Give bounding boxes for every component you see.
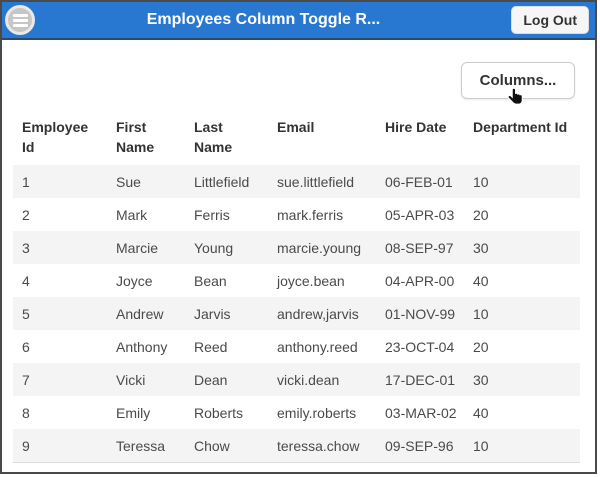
table-cell: 01-NOV-99	[376, 297, 464, 330]
table-cell: 5	[13, 297, 107, 330]
table-cell: Reed	[185, 330, 268, 363]
table-cell: Chow	[185, 429, 268, 463]
table-cell: vicki.dean	[268, 363, 376, 396]
table-row: 8EmilyRobertsemily.roberts03-MAR-0240	[13, 396, 580, 429]
table-cell: Sue	[107, 165, 185, 198]
table-cell: Vicki	[107, 363, 185, 396]
table-cell: 17-DEC-01	[376, 363, 464, 396]
table-cell: 30	[464, 231, 580, 264]
table-cell: Dean	[185, 363, 268, 396]
table-cell: sue.littlefield	[268, 165, 376, 198]
table-cell: Littlefield	[185, 165, 268, 198]
app-header: Employees Column Toggle R... Log Out	[2, 2, 595, 40]
table-cell: 3	[13, 231, 107, 264]
table-cell: Roberts	[185, 396, 268, 429]
table-header-row: Employee IdFirst NameLast NameEmailHire …	[13, 111, 580, 165]
table-cell: 23-OCT-04	[376, 330, 464, 363]
logout-button[interactable]: Log Out	[511, 6, 589, 34]
column-header: Hire Date	[376, 111, 464, 165]
table-cell: 40	[464, 264, 580, 297]
table-cell: 9	[13, 429, 107, 463]
table-row: 3MarcieYoungmarcie.young08-SEP-9730	[13, 231, 580, 264]
table-cell: anthony.reed	[268, 330, 376, 363]
table-cell: Anthony	[107, 330, 185, 363]
table-row: 5AndrewJarvisandrew,jarvis01-NOV-9910	[13, 297, 580, 330]
table-cell: 6	[13, 330, 107, 363]
table-cell: teressa.chow	[268, 429, 376, 463]
table-row: 4JoyceBeanjoyce.bean04-APR-0040	[13, 264, 580, 297]
table-cell: Ferris	[185, 198, 268, 231]
table-cell: 03-MAR-02	[376, 396, 464, 429]
table-cell: 40	[464, 396, 580, 429]
table-cell: 08-SEP-97	[376, 231, 464, 264]
table-cell: Jarvis	[185, 297, 268, 330]
employees-table: Employee IdFirst NameLast NameEmailHire …	[13, 111, 580, 463]
page-title: Employees Column Toggle R...	[2, 2, 525, 38]
table-cell: 1	[13, 165, 107, 198]
table-cell: Andrew	[107, 297, 185, 330]
table-cell: 7	[13, 363, 107, 396]
table-cell: 10	[464, 297, 580, 330]
table-cell: emily.roberts	[268, 396, 376, 429]
table-cell: 30	[464, 363, 580, 396]
table-cell: Emily	[107, 396, 185, 429]
table-cell: Joyce	[107, 264, 185, 297]
table-cell: 8	[13, 396, 107, 429]
table-cell: andrew,jarvis	[268, 297, 376, 330]
table-cell: 2	[13, 198, 107, 231]
table-cell: 20	[464, 330, 580, 363]
table-row: 6AnthonyReedanthony.reed23-OCT-0420	[13, 330, 580, 363]
table-cell: Mark	[107, 198, 185, 231]
table-cell: 09-SEP-96	[376, 429, 464, 463]
table-cell: 05-APR-03	[376, 198, 464, 231]
table-body: 1SueLittlefieldsue.littlefield06-FEB-011…	[13, 165, 580, 463]
column-header: Email	[268, 111, 376, 165]
table-cell: 04-APR-00	[376, 264, 464, 297]
columns-button[interactable]: Columns...	[461, 62, 575, 99]
table-row: 1SueLittlefieldsue.littlefield06-FEB-011…	[13, 165, 580, 198]
table-row: 7VickiDeanvicki.dean17-DEC-0130	[13, 363, 580, 396]
table-row: 9TeressaChowteressa.chow09-SEP-9610	[13, 429, 580, 463]
table-cell: 20	[464, 198, 580, 231]
table-cell: 4	[13, 264, 107, 297]
table-row: 2MarkFerrismark.ferris05-APR-0320	[13, 198, 580, 231]
table-cell: mark.ferris	[268, 198, 376, 231]
table-cell: 10	[464, 429, 580, 463]
table-cell: Teressa	[107, 429, 185, 463]
table-cell: marcie.young	[268, 231, 376, 264]
column-header: Last Name	[185, 111, 268, 165]
table-cell: Bean	[185, 264, 268, 297]
table-cell: 10	[464, 165, 580, 198]
column-header: Department Id	[464, 111, 580, 165]
table-cell: Young	[185, 231, 268, 264]
employees-table-container: Employee IdFirst NameLast NameEmailHire …	[13, 111, 580, 463]
column-header: Employee Id	[13, 111, 107, 165]
app-window: Employees Column Toggle R... Log Out Col…	[0, 0, 597, 474]
table-cell: joyce.bean	[268, 264, 376, 297]
table-cell: 06-FEB-01	[376, 165, 464, 198]
column-header: First Name	[107, 111, 185, 165]
table-cell: Marcie	[107, 231, 185, 264]
